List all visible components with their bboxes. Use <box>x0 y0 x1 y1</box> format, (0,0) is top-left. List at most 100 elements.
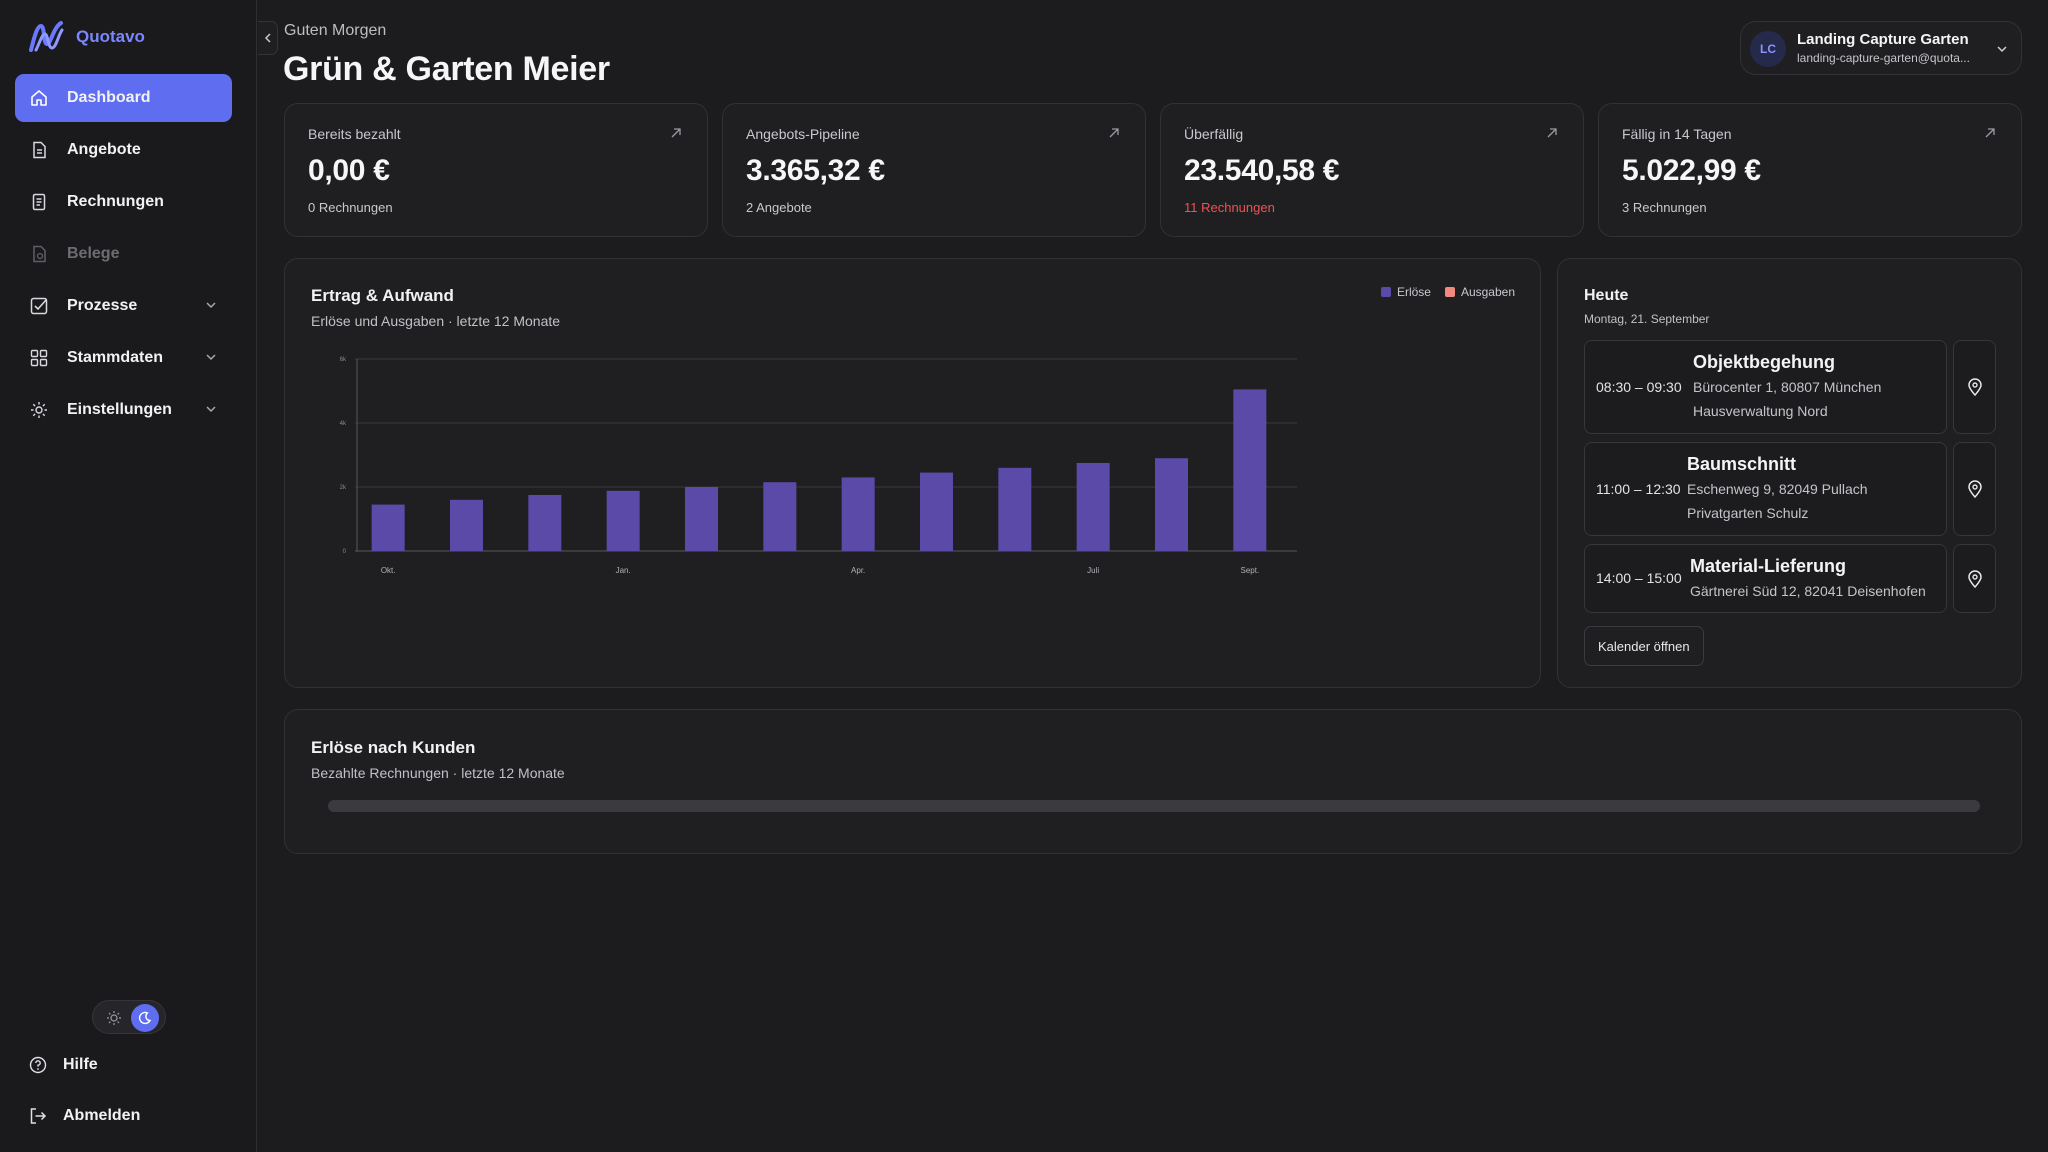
dark-mode-button[interactable] <box>131 1004 159 1032</box>
sidebar-item-rechnungen[interactable]: Rechnungen <box>15 178 232 226</box>
chart-legend: Erlöse Ausgaben <box>1380 285 1515 299</box>
event-address: Bürocenter 1, 80807 München <box>1693 379 1882 395</box>
bar <box>841 477 875 551</box>
bar <box>1155 458 1188 551</box>
page-title: Grün & Garten Meier <box>283 50 610 88</box>
today-card: Heute Montag, 21. September 08:30 – 09:3… <box>1557 258 2022 688</box>
sidebar-item-label: Einstellungen <box>67 401 172 418</box>
arrow-up-right-icon[interactable] <box>1107 126 1121 140</box>
bar <box>1076 463 1110 551</box>
sidebar-item-dashboard[interactable]: Dashboard <box>15 74 232 122</box>
stat-value: 3.365,32 € <box>746 154 885 187</box>
open-calendar-button[interactable]: Kalender öffnen <box>1584 626 1704 666</box>
event-map-button[interactable] <box>1953 442 1996 536</box>
sidebar-item-label: Stammdaten <box>67 349 164 366</box>
stat-label: Bereits bezahlt <box>308 126 401 142</box>
event-item[interactable]: 14:00 – 15:00 Material-Lieferung Gärtner… <box>1584 544 1947 613</box>
account-menu[interactable]: LC Landing Capture Garten landing-captur… <box>1740 21 2022 75</box>
arrow-up-right-icon[interactable] <box>1545 126 1559 140</box>
chart-title: Ertrag & Aufwand <box>311 286 454 305</box>
bar <box>920 472 953 551</box>
legend-swatch <box>1444 287 1455 297</box>
event-address: Eschenweg 9, 82049 Pullach <box>1687 481 1868 497</box>
y-tick-label: 0 <box>343 549 347 555</box>
event-title: Baumschnitt <box>1687 454 1797 474</box>
event-title: Material-Lieferung <box>1690 556 1847 576</box>
x-tick-label: Jan. <box>616 566 631 575</box>
sidebar-item-prozesse[interactable]: Prozesse <box>15 282 232 330</box>
bar <box>606 490 640 551</box>
stat-sub: 11 Rechnungen <box>1184 200 1275 215</box>
help-icon <box>29 1056 47 1074</box>
logout-link[interactable]: Abmelden <box>29 1107 140 1125</box>
bar <box>528 495 562 551</box>
moon-icon <box>138 1011 152 1025</box>
sun-icon[interactable] <box>106 1010 122 1026</box>
x-tick-label: Sept. <box>1240 566 1259 575</box>
legend-item-revenue[interactable]: Erlöse <box>1380 285 1431 299</box>
customers-title: Erlöse nach Kunden <box>311 738 476 757</box>
stat-card-paid[interactable]: Bereits bezahlt 0,00 € 0 Rechnungen <box>284 103 708 237</box>
stat-card-overdue[interactable]: Überfällig 23.540,58 € 11 Rechnungen <box>1160 103 1584 237</box>
chevron-down-icon <box>206 354 216 361</box>
receipt-icon <box>29 244 49 264</box>
bar <box>371 504 405 551</box>
event-address: Gärtnerei Süd 12, 82041 Deisenhofen <box>1690 583 1926 599</box>
sidebar-collapse-button[interactable] <box>258 21 278 55</box>
bar <box>450 499 483 551</box>
event-time: 14:00 – 15:00 <box>1596 570 1682 586</box>
brand[interactable]: Quotavo <box>28 20 145 54</box>
legend-swatch <box>1380 287 1391 297</box>
account-name: Landing Capture Garten <box>1797 31 1969 48</box>
stat-card-due-soon[interactable]: Fällig in 14 Tagen 5.022,99 € 3 Rechnung… <box>1598 103 2022 237</box>
event-time: 08:30 – 09:30 <box>1596 379 1682 395</box>
event-item[interactable]: 08:30 – 09:30 Objektbegehung Bürocenter … <box>1584 340 1947 434</box>
bar <box>1233 389 1267 551</box>
event-item[interactable]: 11:00 – 12:30 Baumschnitt Eschenweg 9, 8… <box>1584 442 1947 536</box>
arrow-up-right-icon[interactable] <box>1983 126 1997 140</box>
invoice-icon <box>29 192 49 212</box>
stat-sub: 3 Rechnungen <box>1622 200 1707 215</box>
legend-label: Erlöse <box>1396 285 1431 299</box>
stat-sub: 0 Rechnungen <box>308 200 393 215</box>
bar <box>763 482 797 551</box>
sidebar-item-stammdaten[interactable]: Stammdaten <box>15 334 232 382</box>
stat-card-pipeline[interactable]: Angebots-Pipeline 3.365,32 € 2 Angebote <box>722 103 1146 237</box>
y-tick-label: 2k <box>340 485 347 491</box>
stat-sub: 2 Angebote <box>746 200 812 215</box>
event-map-button[interactable] <box>1953 340 1996 434</box>
chevron-down-icon <box>206 406 216 413</box>
revenue-by-customer-card: Erlöse nach Kunden Bezahlte Rechnungen ·… <box>284 709 2022 854</box>
bar-chart: 0 2k 4k 6k Okt. Jan. Apr. Juli Sept. <box>340 357 1297 575</box>
map-pin-icon <box>1967 378 1982 396</box>
arrow-up-right-icon[interactable] <box>669 126 683 140</box>
quotavo-logo-icon <box>29 21 64 52</box>
today-date: Montag, 21. September <box>1584 312 1710 326</box>
revenue-expense-card: Ertrag & Aufwand Erlöse und Ausgaben · l… <box>284 258 1541 688</box>
event-client: Privatgarten Schulz <box>1687 505 1809 521</box>
chevron-down-icon <box>206 302 216 309</box>
y-tick-label: 4k <box>340 421 347 427</box>
event-map-button[interactable] <box>1953 544 1996 613</box>
today-title: Heute <box>1584 287 1629 304</box>
legend-label: Ausgaben <box>1460 285 1515 299</box>
sidebar: Quotavo Dashboard Angebote Rechnungen Be… <box>0 0 257 1152</box>
help-link[interactable]: Hilfe <box>29 1056 98 1074</box>
sidebar-item-label: Prozesse <box>67 297 138 314</box>
legend-item-expenses[interactable]: Ausgaben <box>1444 285 1515 299</box>
sidebar-item-belege[interactable]: Belege <box>15 230 232 278</box>
logout-icon <box>30 1108 47 1124</box>
sidebar-item-label: Belege <box>67 245 120 262</box>
stat-label: Fällig in 14 Tagen <box>1622 126 1732 142</box>
sidebar-item-angebote[interactable]: Angebote <box>15 126 232 174</box>
x-tick-label: Juli <box>1087 566 1099 575</box>
sidebar-item-einstellungen[interactable]: Einstellungen <box>15 386 232 434</box>
account-email: landing-capture-garten@quota... <box>1797 51 1970 65</box>
theme-toggle[interactable] <box>92 1000 166 1034</box>
sidebar-item-label: Dashboard <box>67 89 151 106</box>
gear-icon <box>29 400 49 420</box>
help-label: Hilfe <box>63 1056 98 1073</box>
stat-label: Angebots-Pipeline <box>746 126 860 142</box>
sidebar-nav: Dashboard Angebote Rechnungen Belege Pro… <box>15 74 232 438</box>
grid-icon <box>29 348 49 368</box>
